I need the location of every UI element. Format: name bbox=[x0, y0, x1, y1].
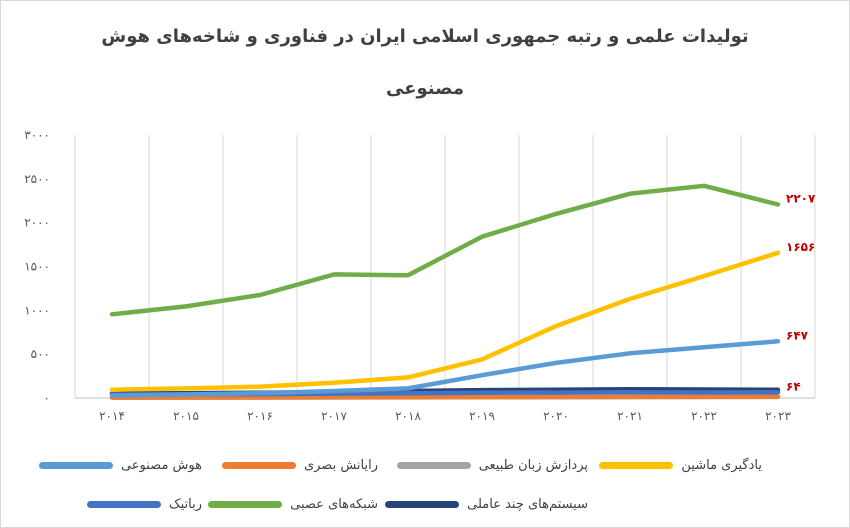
x-tick-label: ۲۰۱۷ bbox=[321, 409, 347, 423]
y-tick-label: ۱۵۰۰ bbox=[24, 260, 50, 274]
x-tick-label: ۲۰۱۶ bbox=[247, 409, 273, 423]
x-tick-label: ۲۰۲۱ bbox=[617, 409, 643, 423]
series-line-0 bbox=[109, 339, 781, 398]
series-line-5 bbox=[109, 183, 781, 317]
y-tick-label: ۱۰۰۰ bbox=[24, 303, 50, 317]
x-tick-label: ۲۰۱۸ bbox=[395, 409, 421, 423]
y-tick-label: ۲۵۰۰ bbox=[24, 172, 50, 186]
series-line-3 bbox=[109, 250, 781, 392]
y-tick-label: ۳۰۰۰ bbox=[24, 128, 50, 142]
series-end-label: ۶۴ bbox=[786, 379, 801, 393]
x-tick-label: ۲۰۲۲ bbox=[691, 409, 717, 423]
chart-title: تولیدات علمی و رتبه جمهوری اسلامی ایران … bbox=[101, 26, 749, 47]
y-tick-label: ۵۰۰ bbox=[31, 347, 50, 361]
y-tick-label: ۰ bbox=[44, 391, 50, 405]
y-tick-label: ۲۰۰۰ bbox=[24, 216, 50, 230]
x-tick-label: ۲۰۱۵ bbox=[173, 409, 199, 423]
series-end-label: ۶۴۷ bbox=[786, 328, 809, 342]
series-end-label: ۲۲۰۷ bbox=[786, 192, 816, 206]
x-tick-label: ۲۰۱۹ bbox=[469, 409, 495, 423]
series-line-1 bbox=[109, 394, 781, 400]
x-tick-label: ۲۰۲۳ bbox=[765, 409, 791, 423]
x-tick-label: ۲۰۱۴ bbox=[99, 409, 125, 423]
chart-title-continued: مصنوعی bbox=[385, 78, 465, 99]
series-end-label: ۱۶۵۶ bbox=[786, 240, 815, 254]
x-tick-label: ۲۰۲۰ bbox=[543, 409, 569, 423]
